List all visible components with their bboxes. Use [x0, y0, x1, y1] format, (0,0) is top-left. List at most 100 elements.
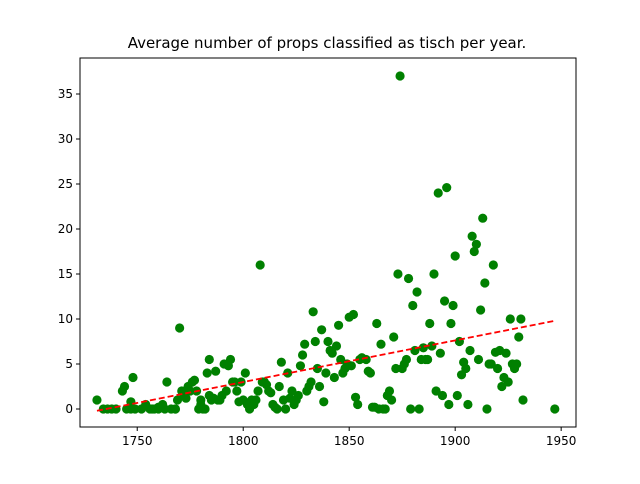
data-point [442, 183, 452, 193]
data-point [497, 381, 507, 392]
data-point [175, 323, 185, 333]
data-point [221, 386, 231, 396]
data-point [130, 404, 140, 414]
data-point [465, 345, 475, 356]
data-point [308, 307, 318, 317]
chart-title: Average number of props classified as ti… [128, 34, 527, 52]
data-point [480, 278, 490, 288]
data-point [389, 332, 399, 342]
data-point [512, 359, 522, 369]
data-point [251, 395, 261, 405]
data-point [333, 320, 344, 330]
data-point [287, 386, 297, 396]
data-point [482, 404, 492, 414]
data-point [406, 404, 416, 414]
data-point [274, 381, 284, 392]
data-point [119, 381, 130, 392]
data-point [425, 318, 435, 329]
data-point [181, 393, 191, 403]
points-layer [92, 71, 560, 414]
data-point [329, 372, 339, 383]
data-point [232, 386, 242, 396]
data-point [225, 354, 236, 365]
data-point [461, 363, 471, 374]
data-point [505, 314, 515, 324]
x-axis: 1750 1800 1850 1900 1950 [122, 427, 576, 448]
y-tick-label: 10 [58, 312, 73, 326]
data-point [429, 269, 439, 279]
data-point [395, 71, 405, 81]
data-point [463, 399, 473, 410]
data-point [372, 318, 382, 329]
data-point [310, 336, 320, 347]
data-point [492, 363, 503, 374]
data-point [435, 348, 445, 358]
data-point [172, 395, 183, 405]
trend-layer [96, 319, 555, 412]
data-point [471, 239, 481, 249]
y-tick-label: 20 [58, 222, 73, 236]
data-point [448, 300, 458, 311]
x-tick-label: 1750 [122, 434, 153, 448]
y-tick-label: 35 [58, 87, 73, 101]
data-point [365, 368, 375, 378]
data-point [321, 368, 331, 378]
y-tick-label: 5 [65, 357, 73, 371]
data-point [314, 381, 325, 392]
x-tick-label: 1950 [546, 434, 577, 448]
y-tick-label: 0 [65, 402, 73, 416]
data-point [350, 392, 361, 402]
data-point [295, 361, 306, 371]
data-point [393, 269, 403, 279]
x-tick-label: 1850 [334, 434, 365, 448]
data-point [253, 386, 263, 396]
data-point [423, 354, 433, 365]
data-point [478, 213, 488, 223]
data-point [403, 273, 414, 284]
data-point [361, 354, 371, 365]
data-point [518, 395, 528, 405]
x-tick-label: 1800 [228, 434, 259, 448]
data-point [414, 404, 424, 414]
data-point [380, 404, 390, 414]
x-tick-label: 1900 [440, 434, 471, 448]
data-point [323, 336, 333, 347]
data-point [92, 395, 102, 405]
data-point [431, 386, 441, 396]
data-point [240, 368, 250, 378]
plot-frame [79, 57, 577, 428]
data-point [450, 251, 460, 261]
data-point [204, 354, 214, 365]
data-point [452, 390, 462, 401]
data-point [346, 361, 356, 371]
data-point [391, 363, 401, 374]
y-tick-label: 15 [58, 267, 73, 281]
data-point [514, 332, 524, 342]
data-point [272, 404, 282, 414]
data-point [476, 305, 486, 315]
data-point [255, 260, 265, 270]
data-point [408, 300, 418, 311]
data-point [501, 348, 511, 358]
data-point [200, 404, 210, 414]
data-point [170, 404, 180, 414]
data-point [266, 388, 276, 398]
data-point [327, 348, 337, 358]
data-point [376, 339, 386, 349]
data-point [306, 377, 316, 387]
data-point [319, 397, 329, 407]
data-point [439, 296, 450, 306]
data-point [293, 390, 303, 401]
data-point [503, 377, 513, 387]
y-tick-label: 25 [58, 177, 73, 191]
data-point [162, 377, 172, 387]
data-point [516, 314, 526, 324]
data-point [317, 325, 327, 335]
data-point [281, 404, 291, 414]
data-point [488, 260, 498, 270]
data-point [444, 399, 454, 410]
data-point [300, 339, 310, 349]
data-point [160, 404, 170, 414]
